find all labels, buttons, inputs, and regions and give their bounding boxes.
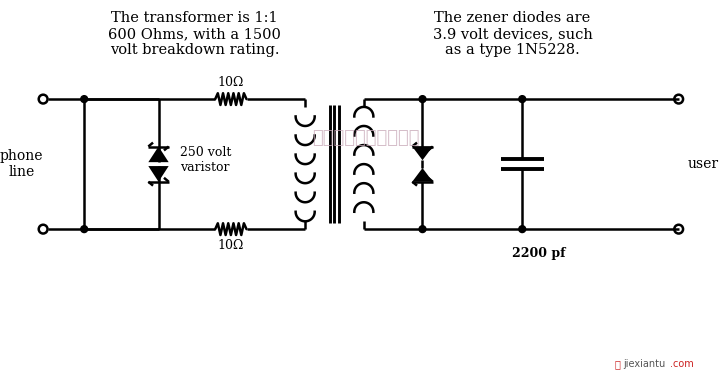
Circle shape [419, 226, 426, 233]
Polygon shape [148, 147, 168, 162]
Text: The transformer is 1:1
600 Ohms, with a 1500
volt breakdown rating.: The transformer is 1:1 600 Ohms, with a … [108, 11, 281, 57]
Circle shape [419, 96, 426, 102]
Polygon shape [148, 166, 168, 182]
Text: .com: .com [670, 359, 693, 369]
Circle shape [81, 96, 88, 102]
Text: The zener diodes are
3.9 volt devices, such
as a type 1N5228.: The zener diodes are 3.9 volt devices, s… [433, 11, 593, 57]
Polygon shape [413, 168, 433, 182]
Circle shape [519, 226, 526, 233]
Text: 杭州将睹科技有限公司: 杭州将睹科技有限公司 [312, 129, 420, 147]
Text: phone
line: phone line [0, 149, 43, 179]
Text: jiexiantu: jiexiantu [624, 359, 665, 369]
Circle shape [519, 96, 526, 102]
Text: 10Ω: 10Ω [217, 239, 244, 252]
Text: user: user [688, 157, 719, 171]
Text: 2200 pf: 2200 pf [513, 247, 566, 260]
Text: 250 volt
varistor: 250 volt varistor [180, 146, 231, 174]
Polygon shape [413, 147, 433, 160]
Circle shape [81, 226, 88, 233]
Text: 图: 图 [614, 359, 620, 369]
Text: 10Ω: 10Ω [217, 76, 244, 89]
